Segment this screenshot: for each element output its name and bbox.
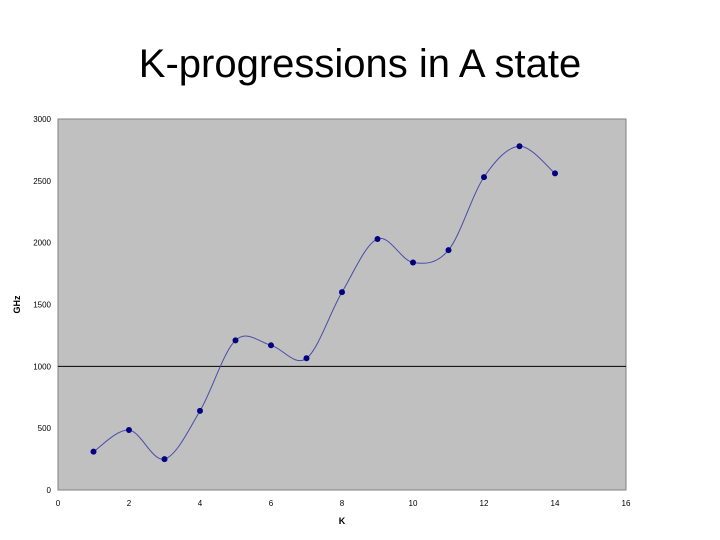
data-point (552, 170, 558, 177)
data-point (374, 235, 381, 242)
x-tick-label: 6 (269, 499, 274, 508)
x-tick-label: 14 (551, 499, 560, 508)
data-point (232, 337, 239, 344)
data-point (516, 143, 523, 150)
data-point (339, 289, 345, 296)
y-tick-label: 500 (38, 424, 52, 433)
series-line (93, 145, 556, 460)
data-point (410, 259, 416, 266)
data-point (90, 448, 97, 455)
x-tick-label: 4 (198, 499, 203, 508)
data-point (481, 174, 487, 181)
data-point (197, 407, 203, 414)
data-point (303, 355, 310, 362)
chart-title: K-progressions in A state (138, 42, 582, 86)
x-tick-label: 8 (340, 499, 345, 508)
y-tick-label: 1500 (33, 301, 51, 310)
y-tick-label: 3000 (33, 115, 51, 124)
data-point (126, 427, 132, 434)
data-point (268, 342, 274, 349)
y-axis-label: GHz (12, 295, 22, 314)
y-tick-label: 2500 (33, 177, 51, 186)
y-tick-label: 2000 (33, 239, 51, 248)
x-tick-label: 10 (409, 499, 418, 508)
y-tick-label: 0 (47, 486, 52, 495)
x-tick-label: 0 (56, 499, 61, 508)
data-point (161, 456, 168, 463)
series-markers (90, 143, 558, 463)
x-tick-label: 12 (480, 499, 489, 508)
y-tick-label: 1000 (33, 362, 51, 371)
x-tick-labels: 0 2 4 6 8 10 12 14 16 (56, 499, 631, 508)
plot-area (57, 118, 627, 491)
x-axis-label: K (339, 516, 346, 526)
x-tick-label: 2 (127, 499, 132, 508)
data-point (445, 247, 452, 254)
y-tick-labels: 0 500 1000 1500 2000 2500 3000 (33, 115, 51, 495)
x-tick-label: 16 (622, 499, 631, 508)
